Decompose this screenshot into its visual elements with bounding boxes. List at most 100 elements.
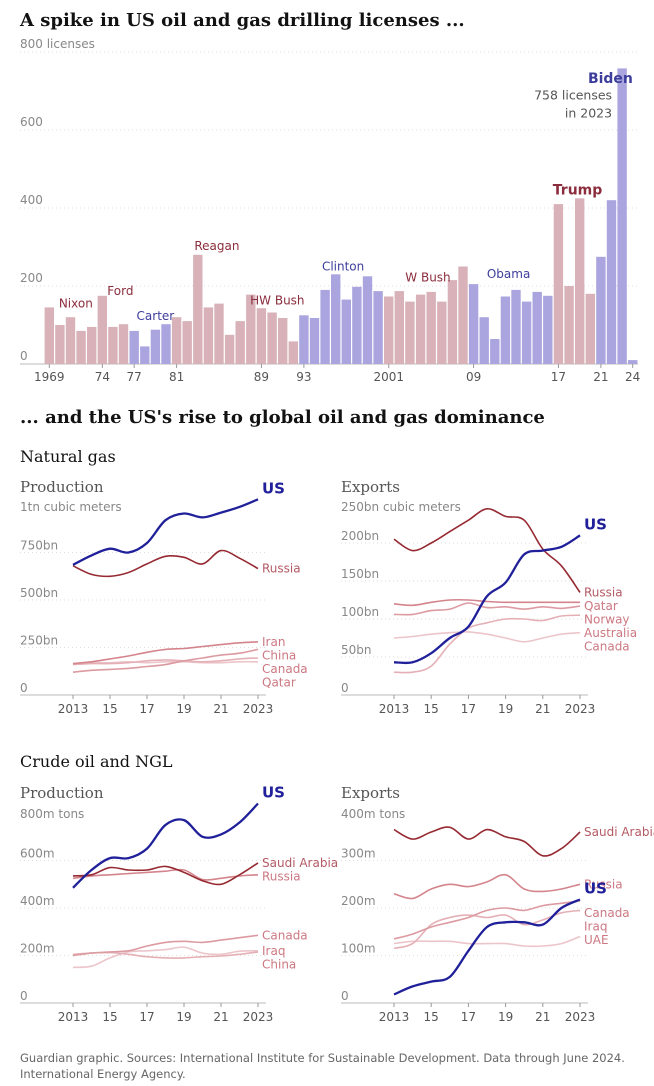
y-tick-label: 50bn <box>341 643 372 657</box>
series-label-canada: Canada <box>584 639 630 653</box>
bar-2009 <box>468 284 479 364</box>
gas-exports-chart: Exports 250bn cubic meters 0 50bn 100bn 150bn… <box>341 478 637 716</box>
bar-1992 <box>288 341 298 364</box>
y-tick-label: 0 <box>20 989 28 1003</box>
x-tick-label: 2013 <box>379 702 410 716</box>
footer-sources-line2: International Energy Agency. <box>20 1067 186 1081</box>
bar-2020 <box>585 293 595 364</box>
series-label-qatar: Qatar <box>584 599 618 613</box>
series-line-russia <box>72 868 259 881</box>
x-tick-label: 2023 <box>565 702 596 716</box>
series-label-australia: Australia <box>584 626 637 640</box>
bar-2003 <box>405 301 415 364</box>
y-tick-label: 250bn <box>20 634 58 648</box>
bar-1984 <box>203 307 214 364</box>
bar-x-tick-label: 2001 <box>373 370 404 384</box>
bar-1987 <box>235 321 245 364</box>
chart-unit-label: 800m tons <box>20 807 84 821</box>
president-label-carter: Carter <box>137 309 175 323</box>
x-tick-label: 19 <box>176 1010 191 1024</box>
bar-2006 <box>437 301 447 364</box>
series-label-norway: Norway <box>584 612 630 626</box>
bar-2019 <box>575 198 585 365</box>
series-label-canada: Canada <box>262 662 308 676</box>
series-line-russia <box>72 549 259 578</box>
x-tick-label: 2023 <box>565 1010 596 1024</box>
x-tick-label: 2013 <box>58 1010 89 1024</box>
bar-2012 <box>500 296 511 364</box>
bar-x-tick-label: 81 <box>169 370 184 384</box>
series-label-iraq: Iraq <box>262 944 285 958</box>
bar-1979 <box>150 329 161 364</box>
series-line-china <box>72 648 259 673</box>
x-tick-label: 2013 <box>58 702 89 716</box>
bar-1999 <box>362 276 373 365</box>
bar-1988 <box>246 294 256 364</box>
series-line-saudi-arabia <box>393 826 581 857</box>
headline-dominance: ... and the US's rise to global oil and … <box>20 407 545 428</box>
series-label-russia: Russia <box>262 869 301 883</box>
series-label-china: China <box>262 957 296 971</box>
bar-x-tick-label: 89 <box>254 370 269 384</box>
series-line-canada <box>393 631 581 643</box>
series-line-canada <box>72 657 259 666</box>
chart-title: Production <box>20 478 104 496</box>
bar-2016 <box>543 295 553 365</box>
x-tick-label: 15 <box>102 702 117 716</box>
bar-2022 <box>606 200 617 364</box>
president-label-hw-bush: HW Bush <box>250 294 304 308</box>
president-label-nixon: Nixon <box>59 296 93 310</box>
section-title-natural-gas: Natural gas <box>20 447 116 466</box>
y-tick-label: 300m <box>341 847 376 861</box>
president-label-obama: Obama <box>487 267 530 281</box>
y-tick-label: 100m <box>341 942 376 956</box>
x-tick-label: 2013 <box>379 1010 410 1024</box>
licenses-bar-chart: 0 200 400 600 800 licenses 1969 74 77 81 89 93 2001… <box>20 37 640 384</box>
chart-title: Exports <box>341 784 400 802</box>
section-title-crude-oil: Crude oil and NGL <box>20 752 173 771</box>
bar-2010 <box>479 317 489 364</box>
series-label-saudi-arabia: Saudi Arabia <box>584 825 654 839</box>
bar-2021 <box>596 256 606 365</box>
bar-1993 <box>299 315 309 365</box>
bar-2011 <box>490 339 500 364</box>
bar-x-tick-label: 74 <box>95 370 110 384</box>
bar-y-tick-label: 400 <box>20 193 43 207</box>
series-label-russia: Russia <box>584 877 623 891</box>
bar-1970 <box>55 325 65 364</box>
series-label-us: US <box>262 479 285 497</box>
series-line-us <box>72 498 259 566</box>
bar-y-tick-label: 0 <box>20 349 28 363</box>
series-line-uae <box>393 935 581 948</box>
bar-1983 <box>193 254 203 364</box>
series-label-russia: Russia <box>584 585 623 599</box>
president-label-w-bush: W Bush <box>405 270 450 284</box>
bar-1980 <box>161 324 171 364</box>
x-tick-label: 19 <box>498 1010 513 1024</box>
bar-1994 <box>309 318 320 364</box>
bar-x-tick-label: 09 <box>466 370 481 384</box>
series-line-us <box>393 898 581 996</box>
president-label-trump: Trump <box>553 182 603 198</box>
bar-2023 <box>617 68 627 365</box>
bar-x-tick-label: 77 <box>127 370 142 384</box>
series-line-us <box>72 802 259 889</box>
series-label-iraq: Iraq <box>584 920 607 934</box>
bar-1989 <box>256 308 267 364</box>
bar-1991 <box>278 318 288 364</box>
bar-1985 <box>214 303 224 364</box>
bar-1998 <box>352 286 362 364</box>
series-line-russia <box>393 873 581 900</box>
bar-1971 <box>65 317 76 364</box>
president-label-ford: Ford <box>107 284 133 298</box>
y-tick-label: 100bn <box>341 605 379 619</box>
chart-unit-label: 400m tons <box>341 807 405 821</box>
y-tick-label: 0 <box>341 681 349 695</box>
series-line-saudi-arabia <box>72 862 259 886</box>
x-tick-label: 21 <box>213 1010 228 1024</box>
bar-y-tick-label: 600 <box>20 115 43 129</box>
bar-2015 <box>532 291 542 364</box>
x-tick-label: 21 <box>535 1010 550 1024</box>
series-line-australia <box>393 614 581 674</box>
